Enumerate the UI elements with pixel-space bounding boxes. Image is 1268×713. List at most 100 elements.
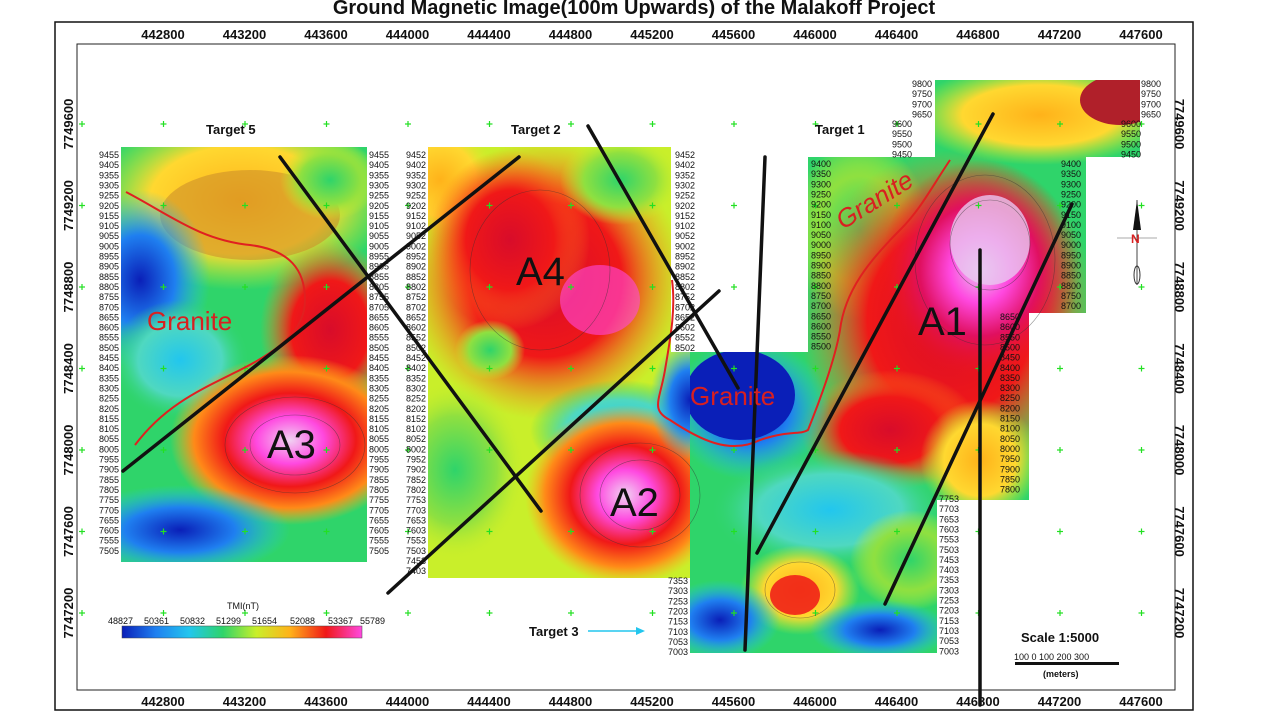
legend-value: 53367 [328,616,353,626]
survey-line-label: 9302 [406,180,426,190]
survey-line-label: 9350 [811,169,831,179]
survey-line-label: 8052 [406,434,426,444]
scale-bar: Scale 1:5000 100 0 100 200 300 (meters) [1014,630,1119,679]
survey-line-label: 9100 [1061,220,1081,230]
survey-line-label: 7605 [369,526,389,536]
survey-line-label: 8700 [1061,301,1081,311]
survey-line-label: 8350 [1000,373,1020,383]
legend-colorbar [121,625,363,639]
survey-line-label: 9105 [369,221,389,231]
survey-line-label: 8700 [811,301,831,311]
x-tick-top: 446800 [956,27,999,42]
survey-line-label: 7855 [369,475,389,485]
survey-line-label: 8750 [1061,291,1081,301]
x-tick-top: 444000 [386,27,429,42]
survey-line-label: 7453 [406,556,426,566]
survey-line-label: 8950 [1061,250,1081,260]
legend-value: 50832 [180,616,205,626]
survey-line-label: 9252 [406,191,426,201]
survey-line-label: 8600 [811,321,831,331]
x-tick-bottom: 446400 [875,694,918,709]
survey-line-label: 8305 [369,383,389,393]
survey-line-label: 8955 [369,252,389,262]
survey-line-label: 9250 [811,189,831,199]
survey-line-label: 9202 [675,201,695,211]
survey-line-label: 9305 [99,180,119,190]
survey-line-label: 8405 [99,363,119,373]
survey-line-label: 7653 [406,515,426,525]
survey-line-label: 8255 [99,394,119,404]
survey-line-label: 9055 [99,231,119,241]
survey-line-label: 9155 [99,211,119,221]
survey-line-label: 8852 [406,272,426,282]
survey-line-label: 9800 [1141,79,1161,89]
x-tick-top: 443200 [223,27,266,42]
survey-line-label: 7905 [369,465,389,475]
y-axis-left: 7749600 7749200 7748800 7748400 7748000 77476… [61,99,76,639]
survey-line-label: 9750 [1141,89,1161,99]
x-tick-bottom: 443200 [223,694,266,709]
survey-line-label: 8850 [811,271,831,281]
survey-line-label: 8055 [99,434,119,444]
legend-value: 51299 [216,616,241,626]
scale-label: Scale 1:5000 [1021,630,1099,645]
y-tick-left: 7749200 [61,180,76,231]
survey-line-label: 7103 [939,626,959,636]
x-tick-bottom: 446000 [793,694,836,709]
survey-line-label: 7653 [939,514,959,524]
x-tick-top: 447600 [1119,27,1162,42]
survey-line-label: 7605 [99,526,119,536]
survey-line-label: 7555 [99,536,119,546]
survey-line-label: 9152 [406,211,426,221]
survey-line-label: 8602 [675,323,695,333]
svg-text:N: N [1131,232,1140,246]
survey-line-label: 9550 [1121,129,1141,139]
survey-line-label: 8655 [369,312,389,322]
survey-line-label: 8050 [1000,434,1020,444]
x-tick-bottom: 445600 [712,694,755,709]
y-tick-right: 7748400 [1172,343,1187,394]
survey-line-label: 8105 [99,424,119,434]
x-tick-top: 447200 [1038,27,1081,42]
survey-line-label: 8650 [811,311,831,321]
survey-line-label: 9302 [675,180,695,190]
survey-line-label: 8900 [1061,261,1081,271]
granite-boundaries [125,159,951,448]
survey-line-label: 9152 [675,211,695,221]
survey-line-label: 8500 [1000,342,1020,352]
survey-line-label: 8800 [1061,281,1081,291]
x-tick-bottom: 444800 [549,694,592,709]
anomaly-a2-label: A2 [610,481,659,525]
survey-line-label: 8702 [406,302,426,312]
survey-line-label: 7453 [939,555,959,565]
survey-line-label: 8602 [406,323,426,333]
survey-line-label: 9252 [675,191,695,201]
survey-line-labels: 9455940593559305925592059155910590559005… [99,79,1161,657]
survey-line-label: 8405 [369,363,389,373]
survey-line-label: 8900 [811,261,831,271]
target5-raster [121,147,367,562]
survey-line-label: 7253 [939,596,959,606]
survey-line-label: 7802 [406,485,426,495]
survey-line-label: 8550 [1000,332,1020,342]
survey-line-label: 7900 [1000,464,1020,474]
survey-line-label: 8902 [675,262,695,272]
survey-line-label: 9700 [912,99,932,109]
survey-line-label: 8555 [99,333,119,343]
survey-line-label: 9405 [99,160,119,170]
survey-line-label: 9000 [811,240,831,250]
survey-line-label: 9250 [1061,189,1081,199]
survey-line-label: 9352 [406,170,426,180]
survey-line-label: 7705 [369,505,389,515]
survey-line-label: 8552 [406,333,426,343]
target2-label: Target 2 [511,122,561,137]
survey-line-label: 7753 [939,494,959,504]
x-tick-bottom: 444400 [467,694,510,709]
survey-line-label: 8250 [1000,393,1020,403]
grid-crosses [79,121,1145,616]
x-tick-top: 445600 [712,27,755,42]
survey-line-label: 8005 [99,444,119,454]
survey-line-label: 9105 [99,221,119,231]
legend-value: 55789 [360,616,385,626]
